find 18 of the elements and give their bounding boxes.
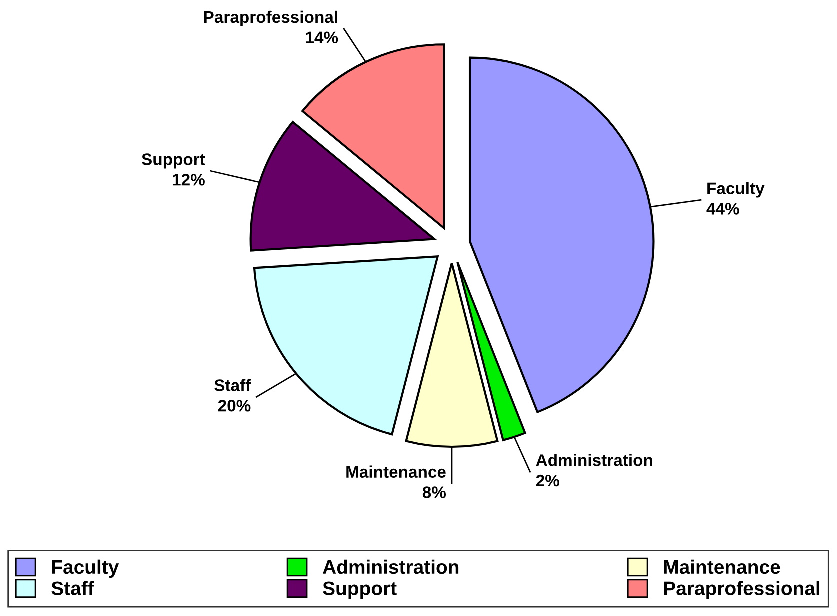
data-label: 2% bbox=[536, 474, 560, 487]
slice-label: Support bbox=[142, 154, 206, 169]
slice-label: Administration bbox=[536, 454, 652, 466]
legend-label: Maintenance bbox=[664, 560, 780, 574]
legend-label: Faculty bbox=[52, 560, 120, 578]
legend-label: Paraprofessional bbox=[664, 581, 820, 600]
data-label: 44% bbox=[706, 203, 740, 215]
data-label: 20% bbox=[218, 400, 251, 412]
slice-label: Maintenance bbox=[346, 466, 446, 478]
slice-label: Staff bbox=[214, 379, 252, 392]
legend-label: Staff bbox=[52, 581, 94, 596]
legend-label: Support bbox=[323, 582, 397, 600]
legend-label: Administration bbox=[323, 560, 459, 574]
data-label: 14% bbox=[306, 32, 338, 44]
data-label: 8% bbox=[422, 486, 446, 498]
slice-label: Faculty bbox=[708, 182, 765, 198]
slice-label: Paraprofessional bbox=[204, 10, 338, 26]
data-label: 12% bbox=[173, 174, 205, 186]
